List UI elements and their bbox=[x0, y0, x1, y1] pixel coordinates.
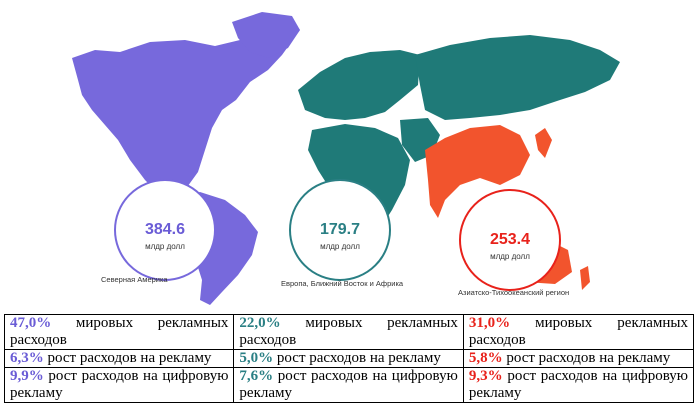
russia-land bbox=[415, 35, 620, 120]
region-value: 253.4 bbox=[490, 231, 530, 248]
table-cell: 47,0% мировых рекламных расходов bbox=[3, 314, 235, 350]
percent-value: 9,9% bbox=[10, 368, 44, 384]
table-cell: 7,6% рост расходов на цифровую рекламу bbox=[233, 367, 464, 403]
table-row: 6,3% рост расходов на рекламу 5,0% рост … bbox=[3, 349, 695, 368]
region-name: Северная Америка bbox=[101, 275, 168, 284]
asia-pacific-land bbox=[425, 125, 530, 218]
north-america-land bbox=[72, 18, 300, 200]
table-cell: 5,0% рост расходов на рекламу bbox=[233, 349, 464, 368]
cell-text: рост расходов на рекламу bbox=[502, 350, 671, 366]
stats-table: 47,0% мировых рекламных расходов 22,0% м… bbox=[3, 314, 695, 403]
new-zealand-land bbox=[580, 266, 590, 290]
percent-value: 31,0% bbox=[468, 315, 511, 331]
region-circle-asia-pacific: 253.4 млдр долл Азиатско-Тихоокеанский р… bbox=[458, 189, 569, 297]
greenland-land bbox=[232, 12, 300, 58]
region-value: 179.7 bbox=[320, 221, 360, 238]
table-cell: 9,3% рост расходов на цифровую рекламу bbox=[462, 367, 695, 403]
table-row: 9,9% рост расходов на цифровую рекламу 7… bbox=[3, 367, 695, 403]
table-cell: 31,0% мировых рекламных расходов bbox=[462, 314, 695, 350]
percent-value: 7,6% bbox=[239, 368, 274, 384]
world-map: 384.6 млдр долл Северная Америка 179.7 м… bbox=[72, 12, 620, 305]
table-cell: 9,9% рост расходов на цифровую рекламу bbox=[3, 367, 235, 403]
region-circle-north-america: 384.6 млдр долл Северная Америка bbox=[101, 179, 216, 284]
cell-text: рост расходов на цифровую рекламу bbox=[468, 368, 688, 401]
region-unit: млдр долл bbox=[145, 242, 185, 251]
cell-text: мировых рекламных расходов bbox=[10, 315, 229, 348]
percent-value: 5,0% bbox=[239, 350, 274, 366]
region-value: 384.6 bbox=[145, 221, 185, 238]
region-unit: млдр долл bbox=[320, 242, 360, 251]
percent-value: 9,3% bbox=[468, 368, 503, 384]
cell-text: рост расходов на цифровую рекламу bbox=[239, 368, 458, 401]
table-cell: 22,0% мировых рекламных расходов bbox=[233, 314, 464, 350]
region-name: Азиатско-Тихоокеанский регион bbox=[458, 288, 569, 297]
region-name: Европа, Ближний Восток и Африка bbox=[281, 279, 404, 288]
table-cell: 5,8% рост расходов на рекламу bbox=[462, 349, 695, 368]
cell-text: рост расходов на рекламу bbox=[273, 350, 441, 366]
region-circle-emea: 179.7 млдр долл Европа, Ближний Восток и… bbox=[281, 179, 404, 288]
region-unit: млдр долл bbox=[490, 252, 530, 261]
percent-value: 5,8% bbox=[468, 350, 503, 366]
japan-land bbox=[535, 128, 552, 158]
europe-land bbox=[298, 50, 420, 120]
cell-text: мировых рекламных расходов bbox=[239, 315, 458, 348]
cell-text: рост расходов на цифровую рекламу bbox=[10, 368, 229, 401]
cell-text: мировых рекламных расходов bbox=[468, 315, 688, 348]
percent-value: 47,0% bbox=[10, 315, 52, 331]
percent-value: 6,3% bbox=[10, 350, 44, 366]
table-row: 47,0% мировых рекламных расходов 22,0% м… bbox=[3, 314, 695, 350]
table-cell: 6,3% рост расходов на рекламу bbox=[3, 349, 235, 368]
cell-text: рост расходов на рекламу bbox=[43, 350, 212, 366]
percent-value: 22,0% bbox=[239, 315, 281, 331]
